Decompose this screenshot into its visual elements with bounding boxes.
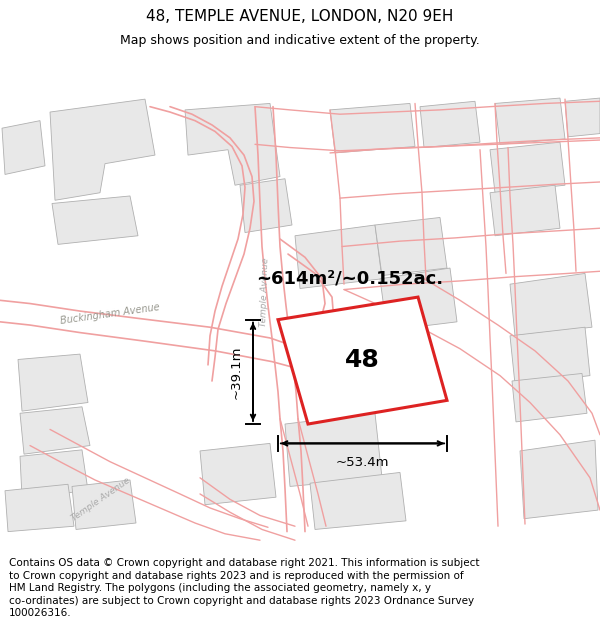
- Polygon shape: [5, 484, 74, 532]
- Text: 48: 48: [346, 348, 380, 372]
- Polygon shape: [420, 101, 480, 148]
- Text: ~39.1m: ~39.1m: [230, 345, 243, 399]
- Polygon shape: [380, 268, 457, 331]
- Polygon shape: [520, 440, 598, 519]
- Text: 100026316.: 100026316.: [9, 609, 71, 619]
- Text: 48, TEMPLE AVENUE, LONDON, N20 9EH: 48, TEMPLE AVENUE, LONDON, N20 9EH: [146, 9, 454, 24]
- Polygon shape: [510, 273, 592, 336]
- Polygon shape: [18, 354, 88, 411]
- Polygon shape: [20, 450, 88, 497]
- Polygon shape: [285, 413, 382, 486]
- Polygon shape: [20, 407, 90, 454]
- Text: Temple Avenue: Temple Avenue: [70, 476, 132, 523]
- Polygon shape: [512, 374, 587, 422]
- Polygon shape: [490, 185, 560, 236]
- Polygon shape: [310, 472, 406, 529]
- Text: ~614m²/~0.152ac.: ~614m²/~0.152ac.: [256, 270, 443, 288]
- Polygon shape: [565, 98, 600, 137]
- Polygon shape: [185, 104, 280, 185]
- Polygon shape: [295, 225, 382, 289]
- Polygon shape: [50, 99, 155, 200]
- Text: HM Land Registry. The polygons (including the associated geometry, namely x, y: HM Land Registry. The polygons (includin…: [9, 583, 431, 593]
- Polygon shape: [510, 328, 590, 384]
- Polygon shape: [240, 179, 292, 232]
- Polygon shape: [52, 196, 138, 244]
- Polygon shape: [2, 121, 45, 174]
- Polygon shape: [72, 480, 136, 529]
- Text: to Crown copyright and database rights 2023 and is reproduced with the permissio: to Crown copyright and database rights 2…: [9, 571, 464, 581]
- Polygon shape: [278, 297, 447, 424]
- Text: Map shows position and indicative extent of the property.: Map shows position and indicative extent…: [120, 34, 480, 48]
- Text: Contains OS data © Crown copyright and database right 2021. This information is : Contains OS data © Crown copyright and d…: [9, 558, 479, 568]
- Text: Buckingham Avenue: Buckingham Avenue: [60, 302, 161, 326]
- Polygon shape: [495, 98, 565, 144]
- Text: co-ordinates) are subject to Crown copyright and database rights 2023 Ordnance S: co-ordinates) are subject to Crown copyr…: [9, 596, 474, 606]
- Text: ~53.4m: ~53.4m: [336, 456, 389, 469]
- Text: Temple Avenue: Temple Avenue: [259, 258, 271, 327]
- Polygon shape: [375, 217, 447, 276]
- Polygon shape: [330, 104, 415, 153]
- Polygon shape: [490, 142, 565, 192]
- Polygon shape: [200, 443, 276, 505]
